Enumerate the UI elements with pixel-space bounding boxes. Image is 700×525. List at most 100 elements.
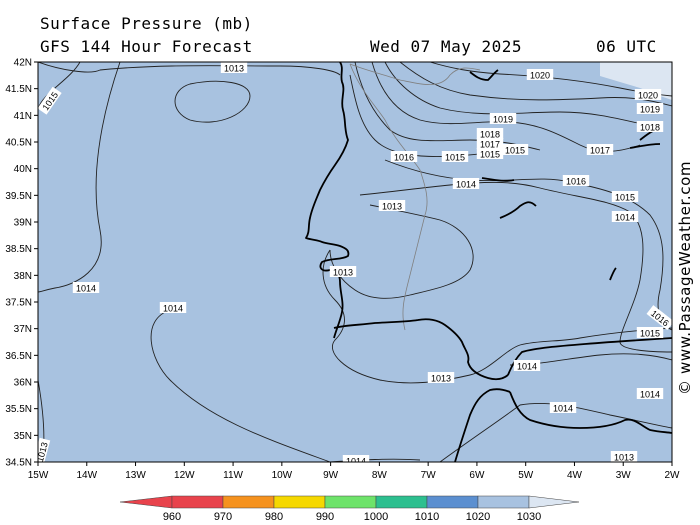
isobar-label-c-1017a: 1017 — [476, 138, 504, 149]
border-spain-france — [349, 63, 481, 86]
isobar-1013-land — [329, 204, 474, 299]
isobar-label-c-1015c: 1015 — [501, 144, 529, 155]
coastline-river-b — [499, 201, 537, 219]
lat-label: 39N — [14, 218, 32, 229]
isobar-label-se-1013: 1013 — [610, 451, 638, 462]
isobar-label-bg — [611, 211, 639, 222]
isobar-label-bg — [586, 144, 614, 155]
border-portugal-spain — [349, 63, 428, 331]
lat-label: 38N — [14, 271, 32, 282]
legend-swatch — [171, 495, 224, 509]
legend-swatch — [477, 495, 530, 509]
isobar-label-bg — [342, 455, 370, 462]
isobar-label-e-1017: 1017 — [586, 144, 614, 155]
legend-label: 1010 — [415, 511, 439, 523]
isobar-label-nw-1013: 1013 — [220, 62, 248, 73]
isobar-label-text: 1015 — [640, 328, 660, 338]
lat-label: 41.5N — [5, 84, 32, 95]
isobar-label-bg — [562, 175, 590, 186]
lon-label: 13W — [125, 470, 146, 481]
lat-label: 34.5N — [5, 458, 32, 469]
isobar-label-bg — [611, 191, 639, 202]
isobar-label-e-1014: 1014 — [611, 211, 639, 222]
isobar-label-w-1014: 1014 — [72, 282, 100, 293]
legend-label: 970 — [214, 511, 232, 523]
isobar-label-bg — [476, 138, 504, 149]
isobar-label-text: 1014 — [76, 283, 96, 293]
isobar-label-sw-1013: 1013 — [38, 437, 51, 462]
isobar-label-text: 1015 — [615, 192, 635, 202]
lat-label: 38.5N — [5, 244, 32, 255]
legend-swatch — [375, 495, 428, 509]
isobar-label-text: 1014 — [517, 361, 537, 371]
isobar-label-sw-1014: 1014 — [159, 302, 187, 313]
isobar-label-text: 1014 — [553, 403, 573, 413]
lat-label: 40N — [14, 164, 32, 175]
isobar-label-bg — [636, 327, 664, 338]
lat-label: 35N — [14, 431, 32, 442]
isobar-label-c-1015b: 1015 — [476, 148, 504, 159]
lat-label: 35.5N — [5, 404, 32, 415]
coastline-iberia-south — [333, 318, 509, 381]
passageweather-watermark: © www.PassageWeather.com — [676, 160, 694, 395]
lon-label: 10W — [272, 470, 293, 481]
legend-right-arrow — [528, 495, 580, 509]
legend-left-arrow — [119, 495, 173, 509]
isobar-label-bg — [476, 128, 504, 139]
legend-swatch — [222, 495, 275, 509]
lon-label: 4W — [567, 470, 583, 481]
forecast-time: 06 UTC — [596, 37, 657, 56]
isobar-label-text: 1014 — [640, 389, 660, 399]
lon-label: 6W — [469, 470, 485, 481]
lat-label: 37N — [14, 324, 32, 335]
isobar-label-bg — [441, 151, 469, 162]
isobar-label-text: 1017 — [480, 139, 500, 149]
isobar-label-text: 1020 — [530, 70, 550, 80]
isobar-label-bg — [636, 103, 664, 114]
lon-label: 8W — [372, 470, 388, 481]
legend-label: 1030 — [517, 511, 541, 523]
isobar-label-c-1013a: 1013 — [378, 200, 406, 211]
lon-label: 15W — [28, 470, 49, 481]
isobar-label-bg — [526, 69, 554, 80]
isobar-1013-north — [99, 65, 341, 76]
lon-label: 3W — [616, 470, 632, 481]
legend-label: 960 — [163, 511, 181, 523]
coastline-morocco-north — [509, 391, 672, 434]
lat-label: 42N — [14, 58, 32, 69]
isobar-label-s-1014a: 1014 — [513, 360, 541, 371]
isobar-label-bg — [513, 360, 541, 371]
coastline-morocco-west — [454, 388, 511, 462]
map-title: Surface Pressure (mb) — [40, 14, 253, 33]
lon-label: 7W — [421, 470, 437, 481]
isobar-label-text: 1013 — [224, 63, 244, 73]
isobar-label-text: 1017 — [590, 145, 610, 155]
coastline-river-c — [609, 267, 617, 281]
isobar-label-text: 1019 — [493, 114, 513, 124]
isobar-label-text: 1015 — [505, 145, 525, 155]
isobar-label-text: 1013 — [614, 452, 634, 462]
isobar-label-bottom-1014: 1014 — [342, 455, 370, 462]
isobar-label-bg — [329, 266, 357, 277]
isobar-label-c-1014a: 1014 — [452, 178, 480, 189]
isobar-label-bg — [378, 200, 406, 211]
isobar-label-se-1014: 1014 — [636, 388, 664, 399]
legend-swatch — [426, 495, 479, 509]
isobar-label-e-1016: 1016 — [562, 175, 590, 186]
isobar-label-ne-1019a: 1019 — [636, 103, 664, 114]
lon-label: 2W — [665, 470, 681, 481]
legend-label: 1020 — [466, 511, 490, 523]
coastline-east-b — [629, 143, 661, 149]
isobar-label-bg — [636, 388, 664, 399]
isobar-label-e-1015: 1015 — [611, 191, 639, 202]
isobar-label-text: 1013 — [382, 201, 402, 211]
lat-label: 41N — [14, 111, 32, 122]
isobar-label-c-1018: 1018 — [476, 128, 504, 139]
isobar-label-bg — [427, 372, 455, 383]
isobar-label-bg — [38, 437, 51, 462]
lon-label: 9W — [323, 470, 339, 481]
isobar-1013-closed — [174, 80, 251, 123]
coastline-north-spain — [469, 69, 499, 81]
isobar-label-bg — [489, 113, 517, 124]
